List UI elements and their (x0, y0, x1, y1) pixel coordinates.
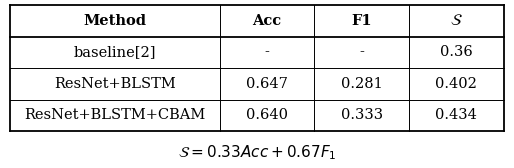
Text: 0.402: 0.402 (435, 77, 478, 91)
Text: -: - (359, 45, 364, 59)
Text: 0.281: 0.281 (341, 77, 382, 91)
Text: $\mathcal{S}$: $\mathcal{S}$ (450, 12, 463, 29)
Text: 0.640: 0.640 (246, 108, 288, 122)
Text: Method: Method (83, 14, 146, 28)
Text: -: - (265, 45, 269, 59)
Text: 0.647: 0.647 (246, 77, 288, 91)
Text: 0.434: 0.434 (435, 108, 478, 122)
Text: ResNet+BLSTM: ResNet+BLSTM (54, 77, 176, 91)
Text: F1: F1 (352, 14, 372, 28)
Text: ResNet+BLSTM+CBAM: ResNet+BLSTM+CBAM (24, 108, 206, 122)
Text: baseline[2]: baseline[2] (74, 45, 156, 59)
Text: $\mathcal{S} = 0.33Acc + 0.67F_1$: $\mathcal{S} = 0.33Acc + 0.67F_1$ (178, 143, 336, 162)
Text: Acc: Acc (252, 14, 282, 28)
Text: 0.333: 0.333 (341, 108, 383, 122)
Text: 0.36: 0.36 (440, 45, 473, 59)
